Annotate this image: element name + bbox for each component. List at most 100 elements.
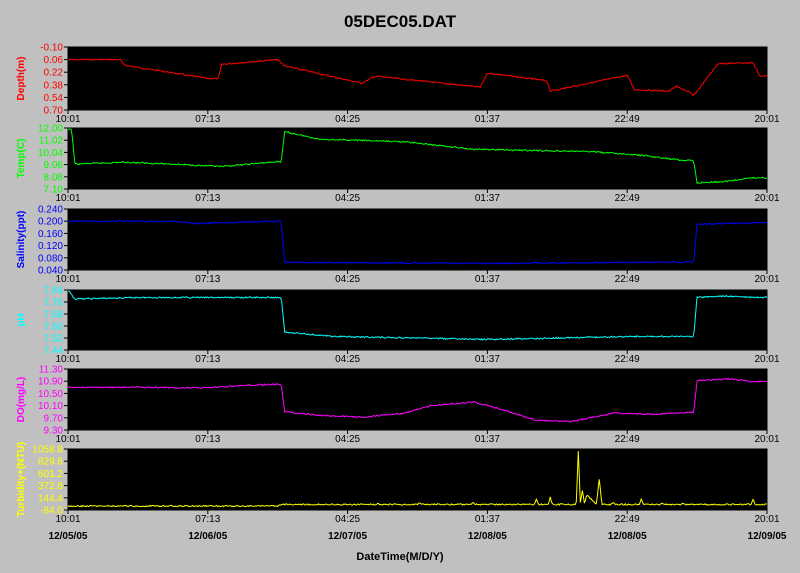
y-tick-label: 10.04 [38,148,63,159]
y-tick-label: 7.44 [44,346,64,357]
y-tick-label: 829.6 [38,457,63,468]
x-tick-label: 20:01 [754,193,779,204]
x-tick-label: 10:01 [55,193,80,204]
x-tick-label: 20:01 [754,354,779,365]
y-tick-label: 0.06 [44,55,64,66]
y-tick-label: 10.10 [38,401,63,412]
y-tick-label: 7.84 [44,286,64,297]
y-tick-label: -0.10 [40,43,63,54]
x-tick-label: 04:25 [335,514,360,525]
y-tick-label: 11.02 [39,136,64,147]
y-axis-label-5: DO(mg/L) [16,377,27,423]
y-tick-label: 9.06 [44,160,64,171]
y-tick-label: 0.38 [44,80,64,91]
x-tick-label: 07:13 [195,193,220,204]
x-tick-label: 20:01 [754,114,779,125]
x-tick-label: 20:01 [754,274,779,285]
plot-area-4 [67,289,768,351]
plot-area-2 [67,127,768,190]
x-tick-label: 22:49 [615,354,640,365]
y-axis-label-6: Turbidity+(NTU) [16,442,27,517]
y-tick-label: 10.50 [38,389,63,400]
y-tick-label: 0.120 [38,241,63,252]
y-tick-label: 9.30 [44,426,64,437]
y-tick-label: 0.080 [38,253,63,264]
plot-area-5 [67,368,768,431]
y-axis-label-1: Depth(m) [16,57,27,101]
y-tick-label: -84.0 [40,506,63,517]
x-tick-label: 04:25 [335,354,360,365]
x-tick-label: 10:01 [55,274,80,285]
y-tick-label: 144.4 [38,493,63,504]
y-tick-label: 0.040 [38,266,63,277]
x-tick-label: 22:49 [615,114,640,125]
x-tick-label: 01:37 [475,514,500,525]
plot-area-1 [67,46,768,111]
y-tick-label: 11.30 [39,365,64,376]
x-tick-label: 07:13 [195,114,220,125]
x-tick-label: 07:13 [195,354,220,365]
y-tick-label: 10.90 [38,377,63,388]
x-tick-label: 04:25 [335,114,360,125]
date-label: 12/07/05 [328,531,367,542]
y-axis-label-3: Salinity(ppt) [16,211,27,269]
x-tick-label: 01:37 [475,354,500,365]
date-label: 12/08/05 [468,531,507,542]
date-label: 12/06/05 [188,531,227,542]
chart-title: 05DEC05.DAT [344,12,457,31]
x-tick-label: 01:37 [475,114,500,125]
series-line-5 [67,377,768,423]
y-tick-label: 7.68 [44,310,64,321]
x-tick-label: 01:37 [475,193,500,204]
date-label: 12/05/05 [49,531,88,542]
x-tick-label: 20:01 [754,514,779,525]
y-tick-label: 0.160 [38,229,63,240]
x-tick-label: 07:13 [195,434,220,445]
y-tick-label: 0.200 [38,217,63,228]
date-label: 12/09/05 [748,531,787,542]
series-line-4 [68,290,768,341]
x-tick-label: 10:01 [55,354,80,365]
y-tick-label: 12.00 [38,124,63,135]
y-tick-label: 372.8 [38,481,63,492]
series-line-1 [67,58,768,97]
y-tick-label: 1058.8 [32,445,63,456]
x-tick-label: 04:25 [335,274,360,285]
x-tick-label: 07:13 [195,514,220,525]
y-tick-label: 7.52 [44,334,64,345]
y-tick-label: 0.22 [44,68,64,79]
x-tick-label: 04:25 [335,193,360,204]
y-tick-label: 601.2 [38,469,63,480]
x-tick-label: 22:49 [615,514,640,525]
x-tick-label: 01:37 [475,274,500,285]
plot-area-6 [67,448,768,511]
y-tick-label: 8.08 [44,172,64,183]
y-tick-label: 0.240 [38,205,63,216]
y-tick-label: 9.70 [44,413,64,424]
x-tick-label: 22:49 [615,193,640,204]
x-tick-label: 10:01 [55,114,80,125]
x-tick-label: 01:37 [475,434,500,445]
x-axis-label: DateTime(M/D/Y) [356,551,444,563]
x-tick-label: 10:01 [55,434,80,445]
x-tick-label: 22:49 [615,434,640,445]
series-line-2 [67,128,767,185]
y-axis-label-4: pH [16,313,27,326]
y-tick-label: 0.54 [44,93,64,104]
series-line-6 [67,451,768,508]
x-tick-label: 22:49 [615,274,640,285]
x-tick-label: 04:25 [335,434,360,445]
y-tick-label: 7.10 [44,185,64,196]
y-tick-label: 0.70 [44,106,64,117]
y-tick-label: 7.60 [44,322,64,333]
series-line-3 [67,219,768,265]
x-tick-label: 20:01 [754,434,779,445]
y-axis-label-2: Temp(C) [16,139,27,179]
x-tick-label: 10:01 [55,514,80,525]
date-label: 12/08/05 [608,531,647,542]
y-tick-label: 7.76 [44,298,64,309]
plot-area-3 [67,208,768,271]
x-tick-label: 07:13 [195,274,220,285]
